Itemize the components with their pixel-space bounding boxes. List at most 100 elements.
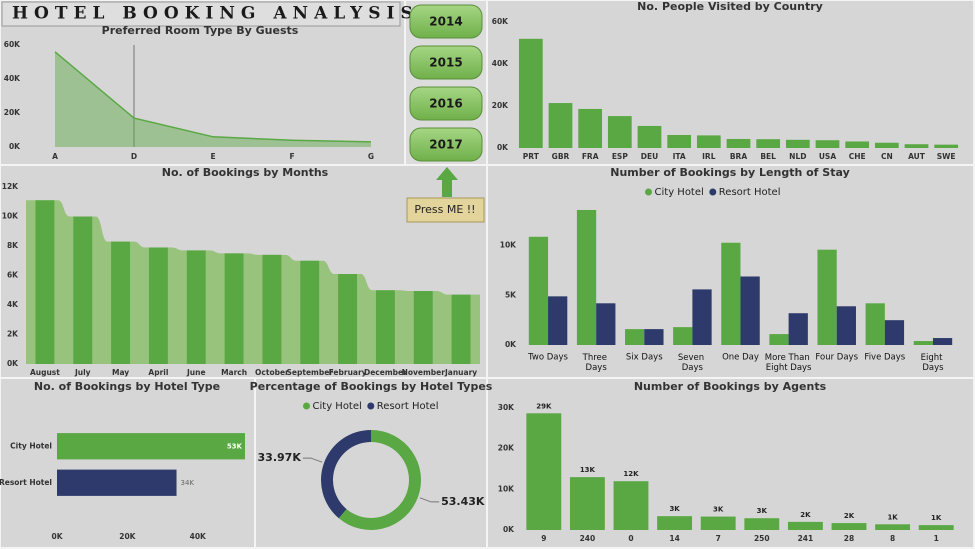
year-button[interactable]: 2015	[409, 45, 483, 80]
bar	[817, 249, 837, 345]
button-text[interactable]: 2016	[429, 97, 462, 111]
bar	[918, 525, 954, 530]
x-tick-label: 28	[844, 534, 854, 543]
leader-line	[419, 497, 440, 503]
x-tick-label: D	[131, 152, 137, 161]
data-label: 53.43K	[441, 495, 485, 508]
y-tick-label: 40K	[4, 74, 21, 83]
x-tick-label: July	[74, 368, 91, 377]
x-tick-label: A	[52, 152, 58, 161]
bar	[300, 260, 320, 364]
year-button[interactable]: 2017	[409, 127, 483, 162]
bar	[756, 139, 781, 148]
x-tick-label: October	[255, 368, 289, 377]
button-text[interactable]: 2017	[429, 138, 462, 152]
button-shape[interactable]	[409, 127, 483, 162]
bar	[845, 141, 870, 148]
bar	[721, 242, 741, 345]
bar	[644, 329, 664, 345]
button-shape[interactable]	[409, 86, 483, 121]
y-tick-label: 20K	[498, 444, 515, 453]
chart-title: Percentage of Bookings by Hotel Types	[250, 380, 493, 393]
bar	[769, 334, 789, 345]
bar	[904, 144, 929, 148]
x-tick-label: NLD	[789, 152, 806, 161]
x-tick-label: 250	[754, 534, 770, 543]
chart-title: No. of Bookings by Months	[162, 166, 329, 179]
bar	[932, 338, 953, 345]
y-tick-label: 60K	[4, 40, 21, 49]
year-button[interactable]: 2016	[409, 86, 483, 121]
x-tick-label: ESP	[612, 152, 629, 161]
data-label: 12K	[623, 470, 639, 478]
x-tick-label: F	[289, 152, 294, 161]
y-tick-label: 5K	[505, 290, 517, 299]
legend-marker	[303, 402, 311, 410]
button-text[interactable]: 2014	[429, 15, 462, 29]
data-label: 34K	[181, 479, 195, 487]
bar	[596, 303, 616, 345]
button-text[interactable]: 2015	[429, 56, 462, 70]
button-shape[interactable]	[409, 45, 483, 80]
x-tick-label: May	[112, 368, 129, 377]
bar	[413, 290, 433, 364]
data-label: 3K	[713, 506, 724, 514]
legend-label: Resort Hotel	[377, 401, 439, 412]
data-label: 13K	[580, 466, 596, 474]
x-tick-label: Four Days	[815, 353, 858, 363]
chart-title: No. of Bookings by Hotel Type	[34, 380, 220, 393]
y-tick-label: 12K	[2, 182, 19, 191]
bar	[526, 413, 562, 530]
x-tick-label: ITA	[673, 152, 686, 161]
y-tick-label: 20K	[492, 101, 509, 110]
y-tick-label: 20K	[4, 108, 21, 117]
x-tick-label: SWE	[937, 152, 956, 161]
bar	[451, 294, 471, 364]
y-tick-label: 30K	[498, 403, 515, 412]
chart-title: Preferred Room Type By Guests	[102, 24, 299, 37]
y-tick-label: 6K	[7, 271, 19, 280]
x-tick-label: April	[148, 368, 168, 377]
x-tick-label: 20K	[119, 532, 136, 541]
bar	[740, 276, 760, 345]
bar	[111, 241, 131, 364]
bar	[637, 125, 662, 148]
title-box	[1, 1, 401, 27]
button-shape[interactable]	[409, 4, 483, 39]
bar	[692, 289, 712, 345]
legend-marker	[645, 188, 653, 196]
y-tick-label: 4K	[7, 300, 19, 309]
bar	[625, 329, 645, 345]
x-tick-label: USA	[819, 152, 836, 161]
bar	[57, 433, 245, 460]
bar	[700, 516, 736, 530]
x-tick-label: February	[329, 368, 367, 377]
bar	[607, 116, 632, 148]
data-label: 1K	[887, 513, 898, 521]
x-tick-label: 0	[628, 534, 633, 543]
panel	[0, 0, 406, 166]
x-tick-label: BRA	[730, 152, 747, 161]
x-tick-label: GBR	[552, 152, 570, 161]
legend-label: City Hotel	[655, 187, 704, 198]
y-tick-label: 0K	[497, 143, 509, 152]
bar	[874, 142, 899, 148]
data-label: 3K	[757, 507, 768, 515]
year-button[interactable]: 2014	[409, 4, 483, 39]
x-tick-label: 1	[934, 534, 939, 543]
x-tick-label: 0K	[51, 532, 63, 541]
bar	[35, 200, 55, 364]
x-tick-label: 8	[890, 534, 895, 543]
chart-title: Number of Bookings by Length of Stay	[610, 166, 850, 179]
bar	[613, 481, 649, 530]
bar	[57, 469, 177, 496]
x-tick-label: Seven Days	[678, 353, 707, 373]
hint-text: Press ME !!	[414, 203, 475, 216]
bar	[934, 144, 959, 148]
y-tick-label: 10K	[500, 241, 517, 250]
bar	[578, 108, 603, 148]
chart-title: No. People Visited by Country	[637, 0, 823, 13]
x-tick-label: Three Days	[582, 353, 610, 373]
x-tick-label: IRL	[702, 152, 716, 161]
x-tick-label: 7	[716, 534, 721, 543]
